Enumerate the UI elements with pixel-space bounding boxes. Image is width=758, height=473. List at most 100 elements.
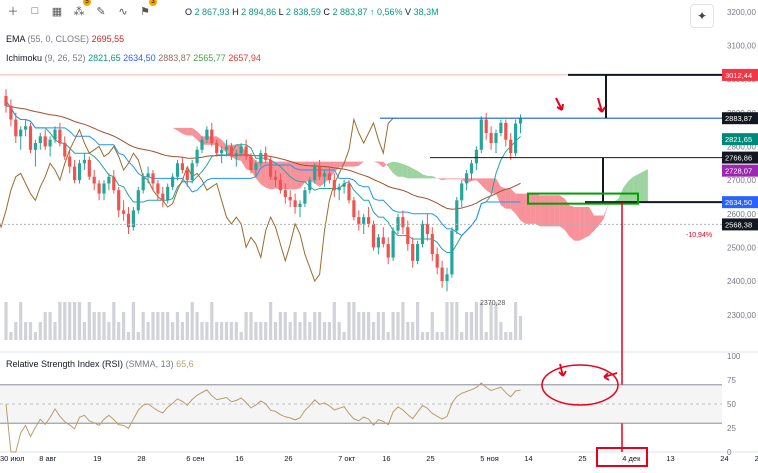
candle-body	[288, 196, 292, 201]
pen-icon[interactable]: ✎	[96, 5, 106, 18]
volume-bar	[430, 312, 434, 340]
volume-bar	[273, 322, 278, 340]
chart-lines-icon[interactable]: ∿	[118, 5, 128, 18]
ichimoku-cloud-segment	[324, 161, 330, 184]
ichimoku-name: Ichimoku	[6, 53, 43, 63]
ichimoku-cloud-segment	[442, 178, 447, 181]
volume-bar	[185, 312, 189, 340]
volume-bar	[288, 322, 292, 340]
candle-body	[342, 183, 346, 187]
candle-body	[33, 143, 37, 150]
candle-body	[298, 203, 302, 208]
ichimoku-cloud-segment	[643, 169, 648, 202]
candle-body	[318, 166, 322, 177]
volume-bar	[87, 302, 91, 340]
red-arrow-annotation	[597, 97, 606, 113]
ichimoku-cloud-segment	[133, 100, 139, 108]
candle-body	[445, 274, 449, 282]
volume-bar	[357, 312, 361, 340]
time-axis-label: 16	[235, 454, 243, 463]
calendar-icon[interactable]: ▦	[51, 5, 63, 18]
candle-body	[200, 139, 204, 150]
volume-bar	[298, 322, 302, 340]
candle-body	[19, 129, 23, 137]
rsi-legend[interactable]: Relative Strength Index (RSI) (SMMA, 13)…	[6, 359, 194, 369]
candle-body	[489, 132, 493, 144]
volume-bar	[117, 322, 121, 340]
candle-body	[87, 159, 91, 177]
add-icon[interactable]: ＋	[7, 6, 19, 18]
rsi-axis-label: 25	[727, 424, 736, 433]
candle-body	[430, 233, 434, 255]
rsi-axis-label: 0	[727, 448, 732, 457]
ichimoku-cloud-segment	[172, 127, 178, 131]
ichimoku-cloud-segment	[603, 203, 609, 219]
candle-body	[469, 163, 474, 174]
volume-bar	[484, 332, 488, 340]
ichimoku-cloud-segment	[525, 193, 531, 224]
volume-bar	[200, 322, 204, 340]
time-axis-label: 24	[720, 454, 728, 463]
candle-body	[391, 230, 395, 258]
volume-bar	[362, 312, 366, 340]
alert-icon[interactable]: ⚑ 3	[136, 0, 157, 20]
volume-bar	[68, 302, 72, 340]
ichimoku-cloud-segment	[412, 168, 418, 179]
indicator-icon[interactable]: ⁂ 5	[70, 0, 91, 20]
ichimoku-cloud-segment	[510, 188, 516, 214]
candle-body	[406, 227, 410, 245]
ichimoku-cloud-segment	[613, 198, 619, 202]
ichimoku-cloud-segment	[295, 161, 300, 190]
volume-bar	[102, 312, 106, 340]
ichimoku-cloud-segment	[437, 178, 443, 181]
volume-bar	[63, 302, 67, 340]
candle-body	[171, 176, 175, 187]
candle-body	[53, 129, 57, 140]
candle-body	[269, 159, 273, 177]
price-axis-label: 3100,00	[727, 41, 756, 50]
candle-body	[509, 139, 513, 154]
candle-body	[107, 176, 111, 184]
volume-bar	[489, 302, 493, 340]
candle-body	[239, 146, 243, 154]
candle-body	[58, 129, 62, 144]
volume-bar	[82, 322, 86, 340]
candle-body	[43, 136, 47, 147]
ema-legend[interactable]: EMA (55, 0, CLOSE) 2695,55	[6, 34, 124, 44]
candle-body	[313, 166, 317, 181]
ohlc-open: 2 867,93	[194, 7, 230, 17]
volume-bar	[175, 312, 180, 340]
price-tag	[722, 68, 758, 81]
rsi-name: Relative Strength Index (RSI)	[6, 359, 124, 369]
candle-body	[264, 153, 268, 160]
time-axis-label: 13	[666, 454, 674, 463]
price-axis-label: 2800,00	[727, 142, 756, 151]
volume-bar	[53, 322, 57, 340]
candle-body	[479, 119, 483, 150]
square-icon[interactable]: □	[31, 5, 39, 17]
chikou-line	[0, 117, 394, 283]
time-axis-label: 25	[426, 454, 434, 463]
volume-bar	[494, 302, 498, 340]
ichimoku-cloud-segment	[373, 161, 379, 164]
sparkle-icon[interactable]: ✦	[690, 4, 714, 28]
volume-bar	[416, 302, 420, 340]
volume-bar	[259, 322, 263, 340]
ichimoku-legend[interactable]: Ichimoku (9, 26, 52) 2821,65 2634,50 288…	[6, 53, 261, 63]
ichimoku-cloud-segment	[520, 193, 526, 224]
ohlc-l-label: L	[278, 7, 284, 17]
candle-body	[63, 143, 67, 157]
volume-bar	[479, 302, 483, 340]
ichimoku-cloud-segment	[456, 178, 462, 180]
candle-body	[229, 146, 233, 157]
candle-body	[455, 200, 459, 231]
price-tag	[722, 112, 758, 125]
candle-body	[92, 176, 96, 184]
volume-bar	[24, 322, 28, 340]
candle-body	[283, 190, 287, 197]
rsi-axis-label: 75	[727, 376, 736, 385]
candle-body	[102, 183, 106, 194]
candle-body	[273, 176, 278, 181]
ichimoku-cloud-segment	[638, 171, 643, 202]
